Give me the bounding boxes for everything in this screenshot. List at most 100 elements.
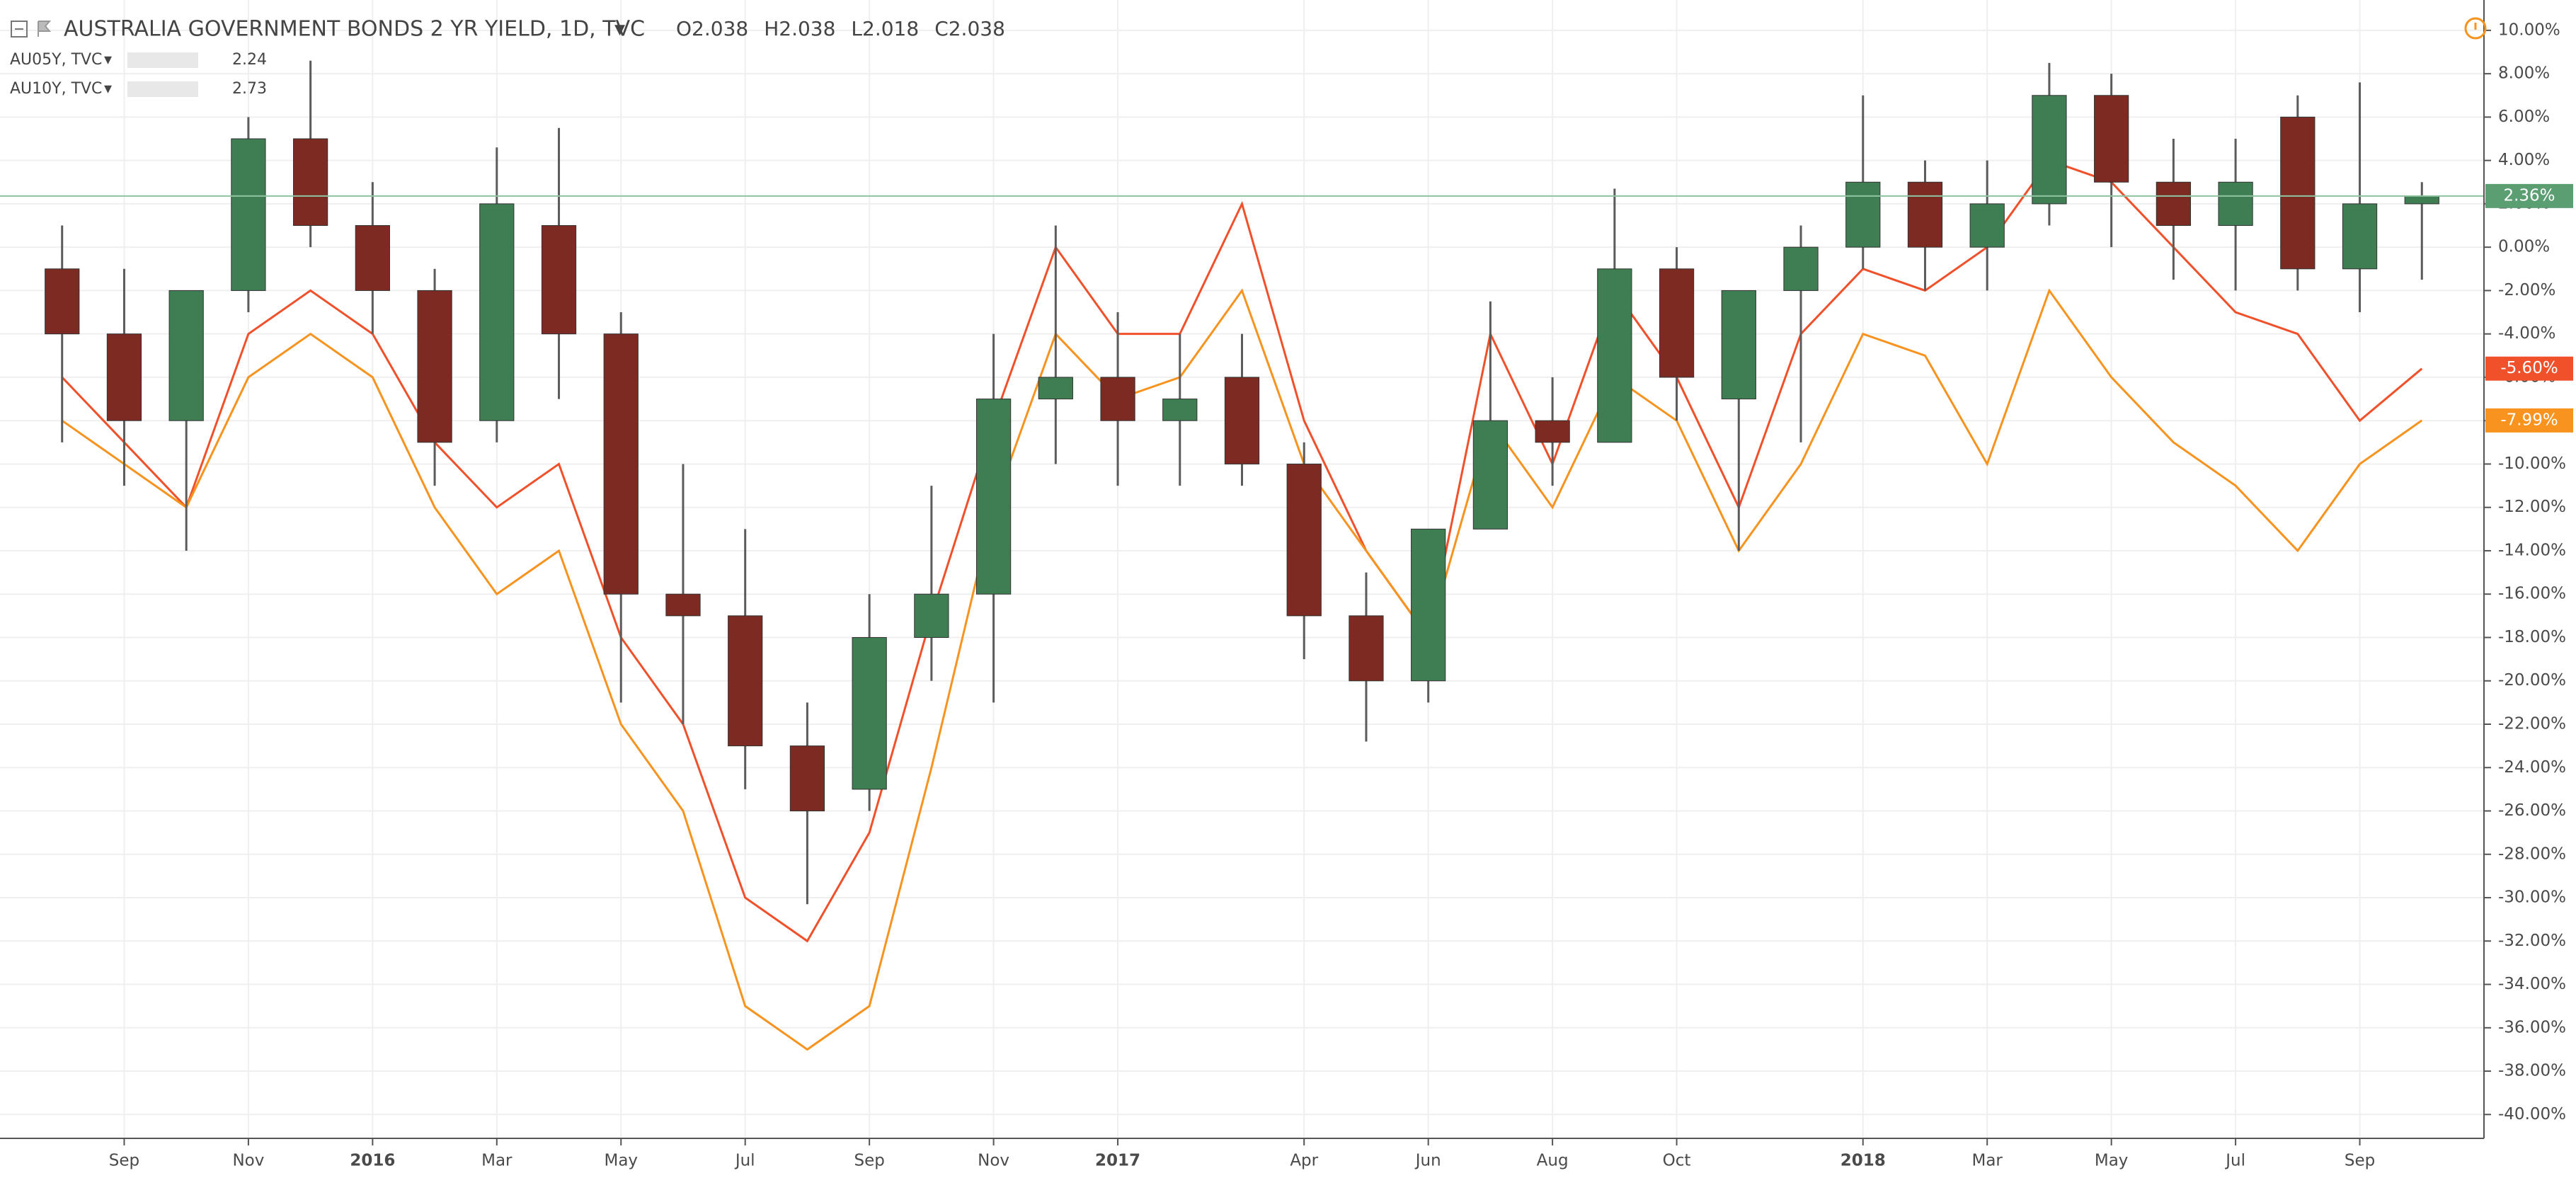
y-tick-label: 10.00% — [2498, 21, 2560, 39]
candle-body — [2342, 203, 2378, 270]
x-tick-label: Jul — [2224, 1152, 2245, 1170]
candle-body — [45, 268, 80, 335]
series-line — [61, 288, 2423, 1051]
series-controls[interactable] — [127, 81, 198, 97]
candle-body — [2094, 95, 2129, 183]
x-tick-label: Sep — [2345, 1152, 2375, 1170]
y-tick-label: -32.00% — [2498, 932, 2566, 950]
y-tick-label: -4.00% — [2498, 324, 2555, 343]
candle-body — [2032, 95, 2067, 205]
candle-body — [2218, 181, 2253, 227]
x-tick-label: Mar — [1971, 1152, 2003, 1170]
y-tick-label: -22.00% — [2498, 714, 2566, 733]
candle-body — [1907, 181, 1943, 248]
dropdown-arrow[interactable]: ▾ — [104, 80, 112, 98]
y-tick-label: -30.00% — [2498, 888, 2566, 907]
collapse-button[interactable] — [11, 21, 28, 38]
y-tick-label: -14.00% — [2498, 541, 2566, 559]
x-tick-label: May — [2095, 1152, 2129, 1170]
candle-body — [1845, 181, 1881, 248]
candle-body — [106, 333, 142, 421]
last-value-badge — [2485, 356, 2573, 381]
axes: 10.00%8.00%6.00%4.00%2.00%0.00%-2.00%-4.… — [109, 21, 2566, 1170]
y-tick-label: -16.00% — [2498, 585, 2566, 603]
candle-body — [852, 636, 887, 790]
y-tick-label: -34.00% — [2498, 975, 2566, 993]
ohlc-value: C2.038 — [934, 17, 1005, 40]
last-value-badge — [2485, 183, 2573, 208]
x-tick-label: Jun — [1414, 1152, 1441, 1170]
candle-body — [2280, 116, 2315, 270]
last-value-label: -7.99% — [2500, 411, 2558, 429]
x-tick-label: Sep — [109, 1152, 139, 1170]
candle-body — [665, 593, 701, 617]
candle-body — [1659, 268, 1695, 378]
series-line — [61, 159, 2423, 943]
legend: AUSTRALIA GOVERNMENT BONDS 2 YR YIELD, 1… — [10, 17, 1005, 98]
candle-body — [2404, 195, 2439, 205]
candle-body — [355, 225, 390, 291]
last-value-badges: 2.36% -5.60% -7.99% — [2485, 183, 2573, 433]
x-tick-label: May — [604, 1152, 638, 1170]
flag-icon[interactable] — [38, 21, 52, 37]
dropdown-arrow[interactable]: ▾ — [104, 51, 112, 69]
x-tick-label: Oct — [1663, 1152, 1691, 1170]
candle-body — [231, 138, 266, 291]
candle-body — [1286, 463, 1322, 617]
x-tick-label: 2018 — [1841, 1152, 1886, 1170]
candle-body — [914, 593, 949, 638]
y-tick-label: -24.00% — [2498, 758, 2566, 777]
y-tick-label: -18.00% — [2498, 628, 2566, 646]
dropdown-arrow[interactable]: ▾ — [614, 17, 625, 42]
candle-body — [1535, 420, 1570, 443]
y-tick-label: 4.00% — [2498, 151, 2550, 169]
candle-body — [1783, 246, 1819, 291]
candle-body — [293, 138, 328, 227]
main-title: AUSTRALIA GOVERNMENT BONDS 2 YR YIELD, 1… — [64, 17, 645, 42]
x-tick-label: Apr — [1290, 1152, 1318, 1170]
candle-body — [975, 399, 1012, 595]
candle-body — [1100, 377, 1135, 421]
candle-body — [168, 290, 204, 421]
series-name: AU10Y, TVC — [10, 80, 102, 98]
ohlc-value: O2.038 — [676, 17, 748, 40]
y-tick-label: 0.00% — [2498, 238, 2550, 256]
y-tick-label: -20.00% — [2498, 671, 2566, 690]
last-value-label: 2.36% — [2503, 186, 2555, 205]
y-tick-label: -40.00% — [2498, 1105, 2566, 1123]
y-tick-label: -10.00% — [2498, 454, 2566, 473]
y-tick-label: 6.00% — [2498, 108, 2550, 126]
series-value: 2.73 — [232, 80, 267, 98]
y-tick-label: -12.00% — [2498, 498, 2566, 516]
x-tick-label: Mar — [481, 1152, 513, 1170]
candle-body — [1411, 528, 1446, 682]
series-name: AU05Y, TVC — [10, 51, 102, 69]
candle-body — [1038, 377, 1073, 400]
y-tick-label: -2.00% — [2498, 281, 2555, 299]
candle-body — [1597, 268, 1632, 443]
candle-body — [1969, 203, 2005, 248]
y-tick-label: 8.00% — [2498, 64, 2550, 83]
candle-body — [479, 203, 515, 421]
series-controls[interactable] — [127, 52, 198, 68]
candle-body — [541, 225, 577, 335]
x-tick-label: 2017 — [1095, 1152, 1140, 1170]
y-tick-label: -36.00% — [2498, 1018, 2566, 1036]
series-value: 2.24 — [232, 51, 267, 69]
warning-icon[interactable] — [2464, 17, 2487, 40]
candle-body — [1224, 377, 1260, 464]
candle-body — [728, 615, 763, 747]
y-tick-label: -28.00% — [2498, 845, 2566, 863]
x-tick-label: Jul — [734, 1152, 755, 1170]
candle-body — [2156, 181, 2191, 227]
candle-body — [1721, 290, 1756, 400]
ohlc-value: L2.018 — [851, 17, 919, 40]
x-tick-label: 2016 — [350, 1152, 395, 1170]
x-tick-label: Sep — [854, 1152, 884, 1170]
ohlc-values: O2.038 H2.038 L2.018 C2.038 — [676, 17, 1005, 40]
x-tick-label: Nov — [232, 1152, 264, 1170]
last-value-badge — [2485, 408, 2573, 433]
ohlc-value: H2.038 — [764, 17, 835, 40]
plot — [0, 60, 2484, 1051]
x-tick-label: Aug — [1537, 1152, 1569, 1170]
